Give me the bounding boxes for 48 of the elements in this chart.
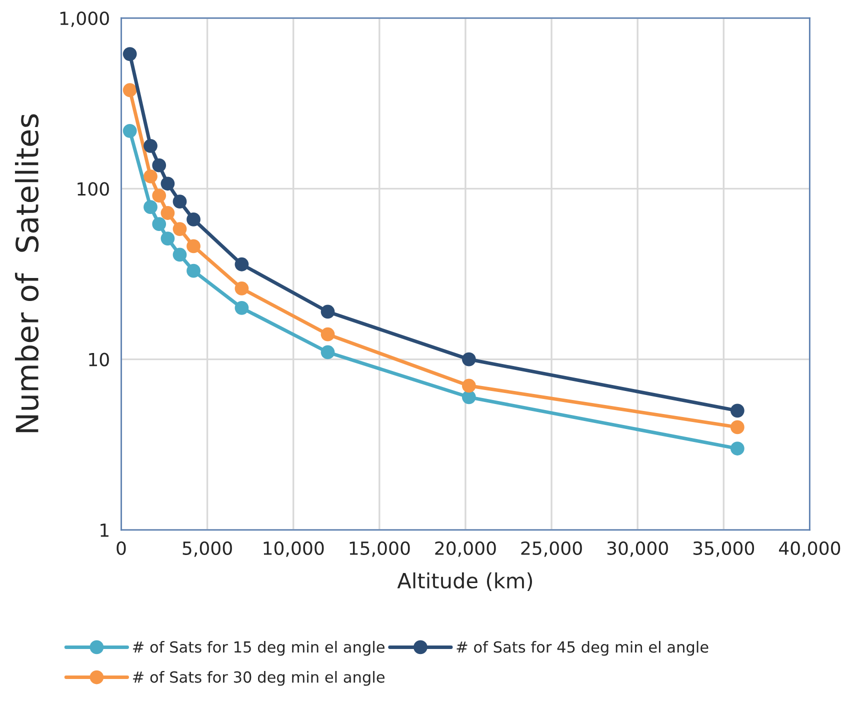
y-tick-label: 1	[100, 524, 108, 537]
point	[122, 47, 137, 61]
point	[152, 188, 166, 203]
point	[172, 248, 187, 262]
point	[320, 304, 335, 319]
y-axis-title: Number of Satellites	[14, 114, 39, 432]
point	[462, 352, 476, 366]
legend-label: # of Sats for 45 deg min el angle	[456, 640, 708, 656]
x-tick-label: 20,000	[435, 541, 496, 557]
point	[462, 378, 476, 393]
y-tick-label: 1,000	[60, 11, 109, 27]
point	[172, 194, 187, 209]
point	[234, 282, 249, 296]
point	[160, 206, 175, 220]
point	[186, 264, 200, 278]
x-tick-label: 0	[116, 541, 126, 556]
legend-label: # of Sats for 15 deg min el angle	[133, 640, 384, 656]
point	[144, 169, 158, 184]
point	[144, 200, 158, 214]
y-tick-label: 10	[89, 352, 109, 366]
point	[186, 212, 200, 226]
point	[320, 345, 335, 360]
point	[122, 83, 137, 98]
point	[160, 232, 175, 246]
x-tick-label: 30,000	[607, 541, 668, 557]
point	[122, 124, 137, 138]
point	[160, 176, 175, 191]
point	[152, 217, 166, 232]
x-axis-title: Altitude (km)	[397, 572, 532, 591]
x-tick-label: 5,000	[182, 541, 232, 557]
point	[730, 442, 744, 456]
point	[234, 300, 249, 315]
y-tick-label: 100	[78, 182, 109, 196]
point	[462, 390, 476, 404]
x-tick-label: 35,000	[693, 541, 754, 557]
x-tick-label: 10,000	[264, 541, 324, 557]
point	[730, 404, 744, 418]
point	[144, 138, 158, 153]
point	[172, 222, 187, 236]
point	[320, 327, 335, 342]
legend-label: # of Sats for 30 deg min el angle	[133, 671, 384, 686]
point	[730, 420, 744, 434]
point	[234, 257, 249, 272]
x-tick-label: 25,000	[521, 541, 582, 557]
x-tick-label: 15,000	[350, 541, 410, 557]
point	[186, 239, 200, 254]
point	[152, 158, 166, 172]
x-tick-label: 40,000	[779, 541, 840, 557]
